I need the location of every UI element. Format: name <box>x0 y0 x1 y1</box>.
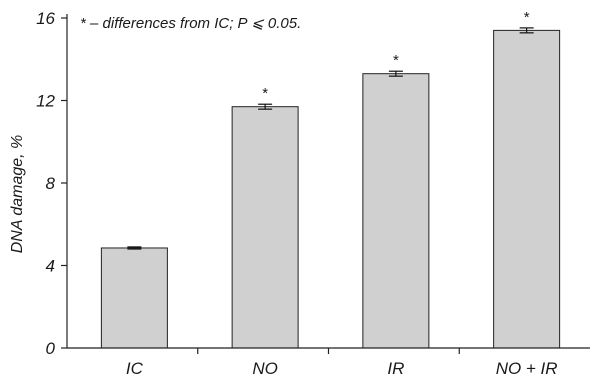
significance-annotation: * – differences from IC; P ⩽ 0.05. <box>80 15 301 32</box>
y-tick-label: 16 <box>36 9 55 28</box>
x-category-label: NO <box>252 359 278 378</box>
bar-ir <box>362 73 430 349</box>
y-tick-label: 12 <box>36 92 55 111</box>
y-axis-title: DNA damage, % <box>9 135 26 254</box>
x-category-label: IC <box>126 359 144 378</box>
y-tick-label: 8 <box>46 174 56 193</box>
x-category-label: IR <box>387 359 404 378</box>
x-category-label: NO + IR <box>496 359 558 378</box>
bars-layer <box>100 27 561 349</box>
significance-star: * <box>393 52 399 69</box>
significance-star: * <box>262 85 268 102</box>
bar-ic <box>100 247 168 349</box>
labels-layer: 0 4 8 12 16 IC * NO * IR * NO + IR <box>36 9 557 378</box>
y-tick-label: 0 <box>46 339 56 358</box>
y-tick-label: 4 <box>46 257 55 276</box>
significance-star: * <box>524 9 530 26</box>
axes-layer <box>61 14 590 354</box>
bar-no <box>231 106 299 349</box>
bar-no-ir <box>493 29 561 349</box>
